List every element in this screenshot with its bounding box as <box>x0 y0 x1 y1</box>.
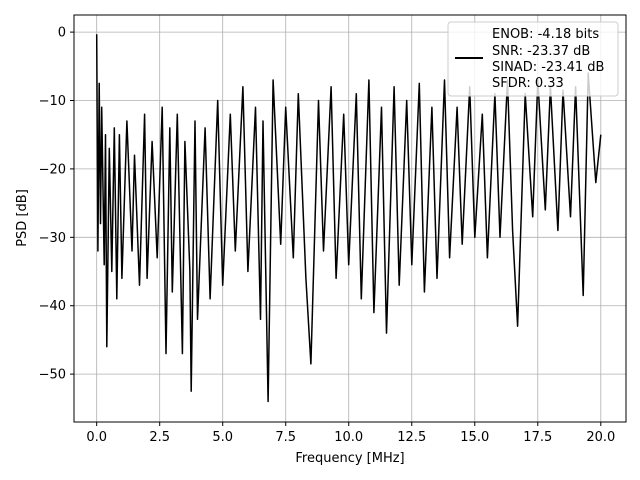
psd-line <box>95 34 602 403</box>
x-tick-label: 5.0 <box>212 430 233 445</box>
legend-enob: ENOB: -4.18 bits <box>492 27 599 42</box>
legend: ENOB: -4.18 bits SNR: -23.37 dB SINAD: -… <box>447 21 619 97</box>
x-tick-label: 12.5 <box>397 430 426 445</box>
y-tick-label: −40 <box>39 299 66 314</box>
axes-frame <box>73 14 627 423</box>
y-tick-label: −10 <box>39 94 66 109</box>
x-axis-label: Frequency [MHz] <box>295 451 404 466</box>
x-tick-label: 20.0 <box>586 430 615 445</box>
x-tick-label: 7.5 <box>275 430 296 445</box>
y-axis-label: PSD [dB] <box>15 189 30 247</box>
x-tick-label: 0.0 <box>86 430 107 445</box>
ticks: 0.0 2.5 5.0 7.5 10.0 12.5 15.0 17.5 20.0 0 −10 −20 −… <box>39 26 616 445</box>
x-tick-label: 10.0 <box>334 430 363 445</box>
legend-box <box>447 21 619 97</box>
x-tick-label: 15.0 <box>460 430 489 445</box>
y-tick-label: −30 <box>39 231 66 246</box>
x-tick-label: 17.5 <box>523 430 552 445</box>
y-tick-label: −50 <box>39 368 66 383</box>
legend-snr: SNR: -23.37 dB <box>492 44 590 59</box>
y-tick-label: −20 <box>39 162 66 177</box>
legend-sinad: SINAD: -23.41 dB <box>492 60 604 75</box>
y-tick-label: 0 <box>58 26 66 41</box>
legend-sfdr: SFDR: 0.33 <box>492 76 564 91</box>
x-tick-label: 2.5 <box>149 430 170 445</box>
series-layer <box>95 34 602 403</box>
